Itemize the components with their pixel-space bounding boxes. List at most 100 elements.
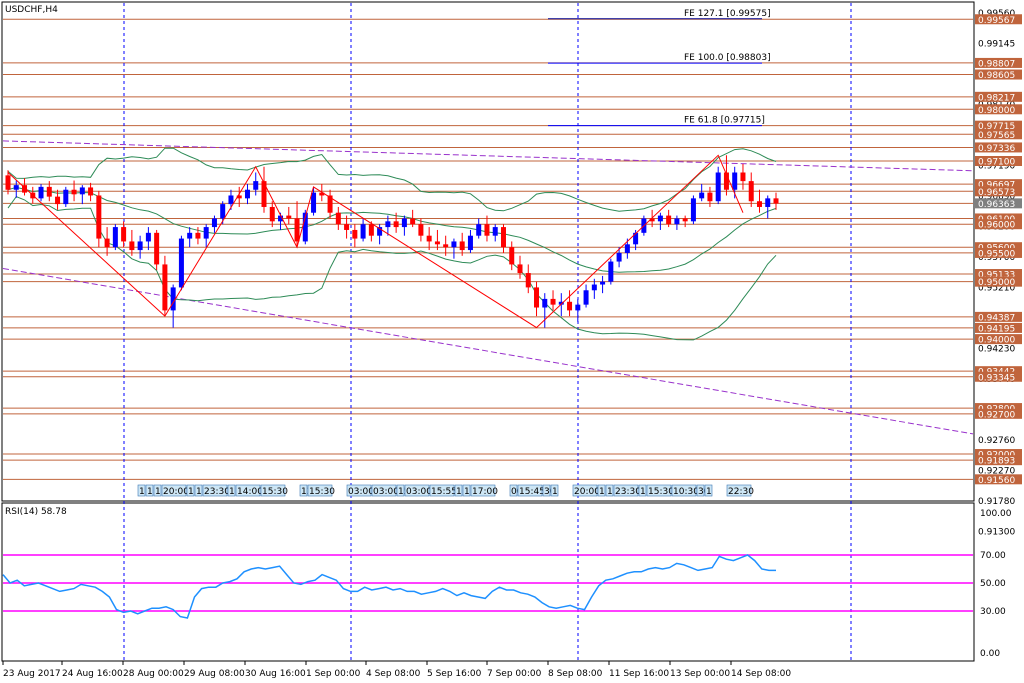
event-tag — [572, 484, 598, 497]
price-level-tag — [975, 371, 1022, 382]
event-tag — [227, 484, 236, 497]
event-tag-label: 1 — [552, 487, 558, 497]
candle-body — [542, 298, 548, 308]
price-level-value: 0.95133 — [978, 271, 1015, 281]
event-tag-label: 1 — [640, 487, 646, 497]
time-axis-label: 28 Aug 00:00 — [123, 669, 184, 679]
candle-body — [178, 238, 184, 288]
candle-body — [707, 192, 713, 202]
price-level-tag — [975, 120, 1022, 131]
candles — [5, 154, 779, 329]
event-tag — [161, 484, 187, 497]
candle-body — [756, 201, 762, 207]
candle-body — [773, 198, 779, 204]
candle-body — [410, 218, 416, 225]
price-level-tag — [975, 474, 1022, 485]
candle-body — [294, 218, 300, 242]
event-tag-label: 30 — [544, 487, 556, 497]
event-tag-label: 1 — [607, 487, 613, 497]
candle-body — [187, 232, 193, 239]
event-tag — [307, 484, 333, 497]
price-axis-tick: 0.99560 — [978, 9, 1015, 19]
price-level-value: 0.98000 — [978, 106, 1015, 116]
event-tag-label: 03:00 — [373, 487, 399, 497]
price-level-tag — [975, 408, 1022, 419]
event-tag-label: 13 — [301, 487, 312, 497]
price-axis-tick: 0.94230 — [978, 345, 1015, 355]
candle-body — [121, 227, 127, 242]
event-tag-label: 17:00 — [472, 487, 498, 497]
price-level-value: 0.92700 — [978, 410, 1015, 420]
candle-body — [344, 224, 350, 230]
candle-body — [211, 218, 217, 228]
candle-body — [55, 196, 61, 205]
price-level-tag — [975, 276, 1022, 287]
price-level-tag — [975, 14, 1022, 25]
event-tag — [235, 484, 261, 497]
price-axis-tick: 0.92270 — [978, 467, 1015, 477]
price-level-tag — [975, 366, 1022, 377]
price-axis-tick: 0.92760 — [978, 436, 1015, 446]
event-tag-label: 1 — [147, 487, 153, 497]
candle-body — [71, 189, 77, 195]
candle-body — [88, 187, 94, 196]
event-tag — [346, 484, 372, 497]
event-tag — [704, 484, 713, 497]
rsi-line — [2, 554, 776, 619]
event-tag — [186, 484, 195, 497]
event-tag-label: 1 — [188, 487, 194, 497]
time-axis-label: 30 Aug 16:00 — [245, 669, 306, 679]
price-level-tag — [975, 311, 1022, 322]
event-tag — [638, 484, 647, 497]
candle-body — [690, 198, 696, 222]
event-tag-label: 1 — [599, 487, 605, 497]
event-tag — [605, 484, 614, 497]
candle-body — [377, 227, 383, 236]
candle-body — [286, 215, 292, 219]
time-axis: 23 Aug 2017 24 Aug 16:00 28 Aug 00:00 29 Au… — [2, 661, 791, 679]
candle-body — [244, 189, 250, 199]
candle-body — [633, 232, 639, 245]
event-tag — [454, 484, 463, 497]
candle-body — [418, 224, 424, 236]
candle-body — [170, 287, 176, 311]
time-axis-label: 13 Sep 00:00 — [670, 669, 730, 679]
event-tag-label: 1 — [229, 487, 235, 497]
candle-body — [534, 287, 540, 308]
candle-body — [443, 244, 449, 248]
candle-body — [129, 241, 135, 251]
candle-body — [236, 195, 242, 199]
candle-body — [467, 235, 473, 251]
price-axis-tick: 0.97190 — [978, 162, 1015, 172]
price-level-tag — [975, 213, 1022, 224]
candle-body — [476, 224, 482, 236]
candle-body — [434, 241, 440, 245]
candle-body — [145, 232, 151, 242]
event-tag — [597, 484, 606, 497]
rsi-indicator: 100.00 70.00 50.00 30.00 0.00 — [2, 509, 1012, 659]
candle-body — [203, 227, 209, 239]
candle-body — [567, 301, 573, 311]
zigzag-line — [7, 154, 744, 329]
candle-body — [327, 195, 333, 213]
event-tag-label: 20:00 — [574, 487, 600, 497]
event-tag-label: 1 — [196, 487, 202, 497]
time-axis-label: 24 Aug 16:00 — [62, 669, 123, 679]
price-level-value: 0.94000 — [978, 336, 1015, 346]
event-tag-label: 15:30 — [262, 487, 288, 497]
candle-body — [96, 195, 102, 239]
candle-body — [525, 273, 531, 288]
candle-body — [682, 218, 688, 222]
candle-body — [509, 247, 515, 265]
candle-body — [616, 252, 622, 262]
candle-body — [517, 264, 523, 274]
price-level-tag — [975, 142, 1022, 153]
event-tag-label: 23:30 — [204, 487, 230, 497]
rsi-axis-tick: 50.00 — [980, 579, 1006, 589]
bollinger-lower — [7, 195, 777, 341]
event-tag — [194, 484, 203, 497]
event-tag-label: 1 — [706, 487, 712, 497]
candle-body — [492, 227, 498, 236]
